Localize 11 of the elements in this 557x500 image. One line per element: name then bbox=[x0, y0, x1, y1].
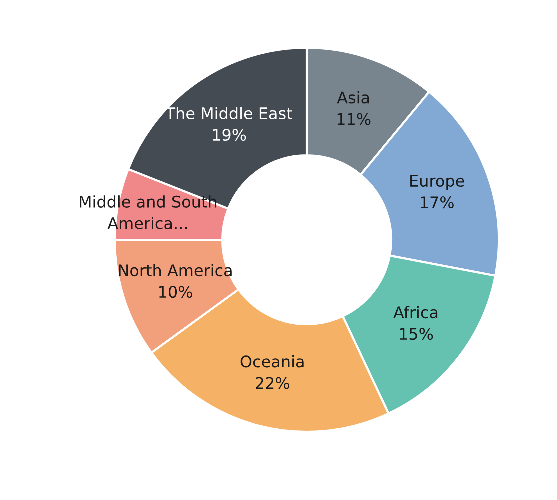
slice-label: Europe bbox=[410, 175, 464, 190]
data-label: 11% bbox=[338, 113, 371, 126]
slice-label: Asia bbox=[337, 91, 370, 104]
data-label: 22% bbox=[256, 377, 290, 390]
slice-label: Africa bbox=[394, 306, 438, 319]
data-label: 17% bbox=[421, 196, 454, 209]
data-label: 15% bbox=[400, 328, 434, 340]
slice-label: The Middle East bbox=[166, 107, 292, 120]
slice-label: Oceania bbox=[240, 355, 304, 368]
data-label: 10% bbox=[160, 286, 192, 298]
data-label: 19% bbox=[213, 128, 246, 142]
